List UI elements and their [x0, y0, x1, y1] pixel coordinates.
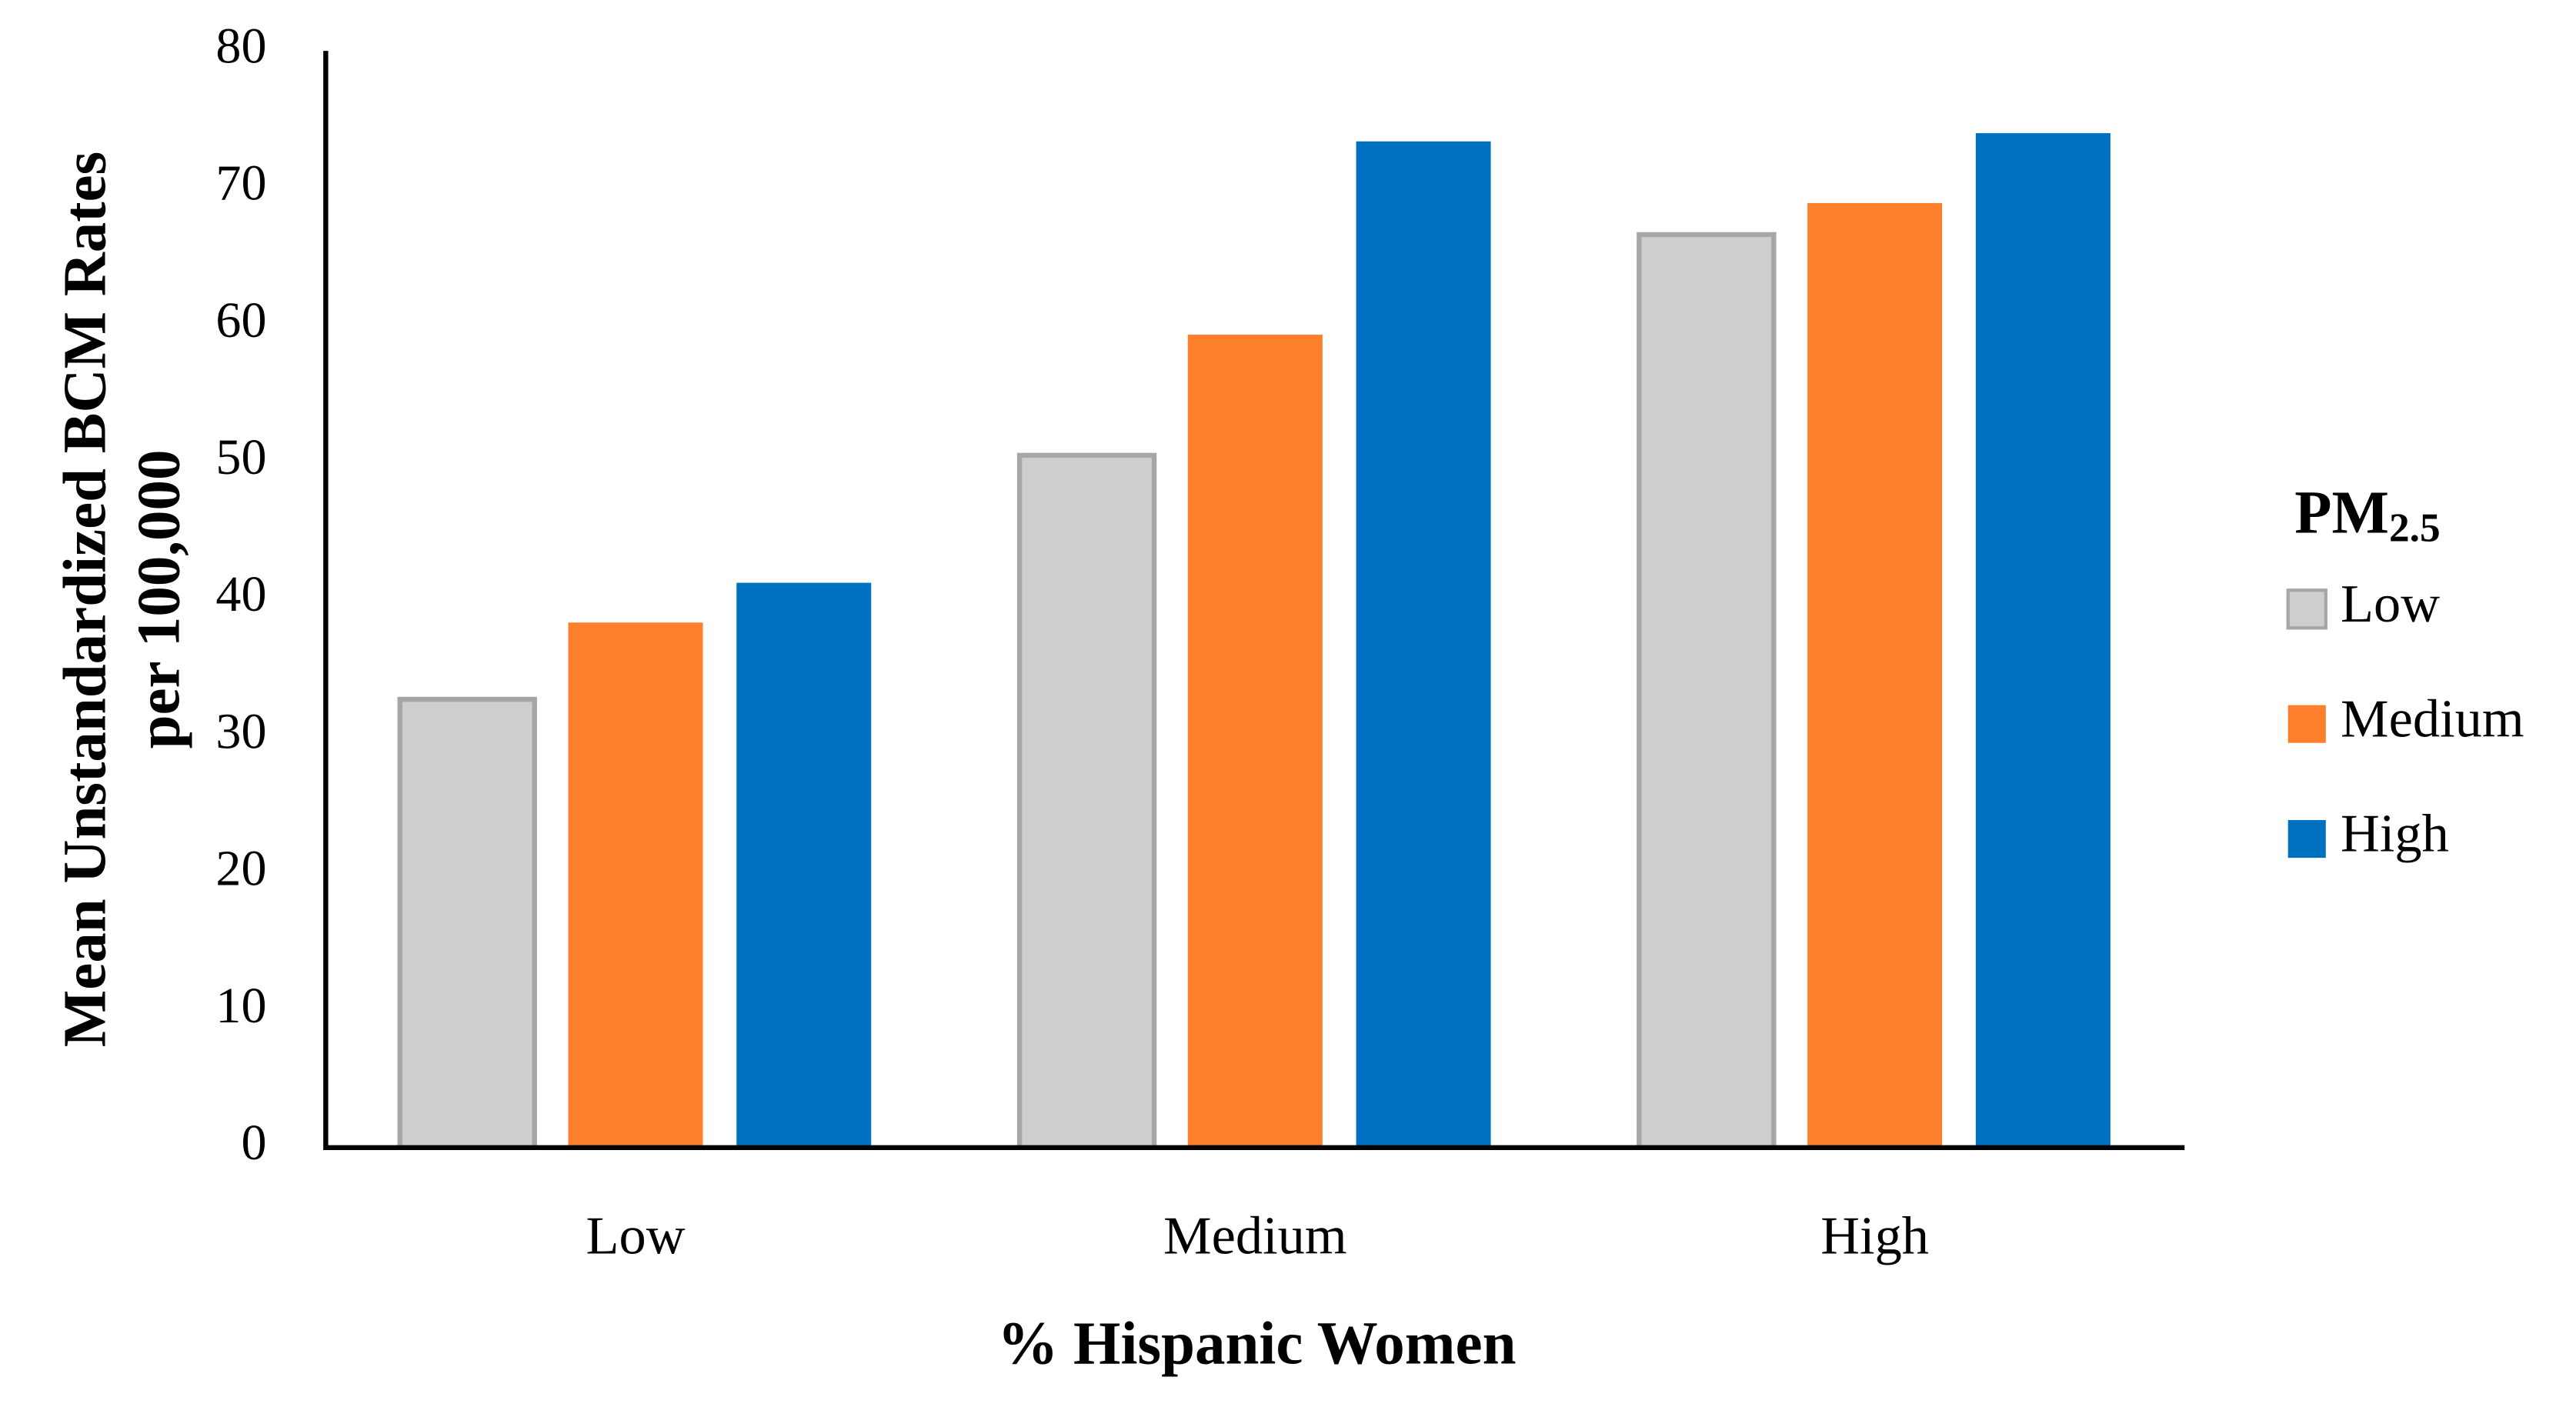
y-tick-label: 60	[215, 292, 266, 348]
x-tick-label: Low	[586, 1206, 685, 1266]
legend-label: Medium	[2341, 688, 2524, 749]
legend-swatch	[2287, 820, 2326, 859]
y-axis-title: Mean Unstandardized BCM Rates	[52, 152, 118, 1048]
legend-title: PM2.5	[2294, 480, 2440, 551]
y-tick-label: 40	[215, 566, 266, 622]
bar	[397, 696, 537, 1150]
bar	[1187, 335, 1323, 1148]
bar	[1356, 141, 1491, 1148]
legend-label: High	[2341, 804, 2449, 864]
bar	[1637, 232, 1777, 1150]
y-tick-label: 70	[215, 155, 266, 212]
y-tick-label: 80	[215, 18, 266, 74]
x-axis-title: % Hispanic Women	[997, 1310, 1516, 1377]
bar	[1016, 452, 1157, 1150]
y-tick-label: 0	[241, 1115, 266, 1171]
legend-swatch	[2286, 588, 2327, 630]
legend-swatch	[2287, 705, 2326, 743]
x-tick-label: High	[1820, 1206, 1929, 1266]
bar	[736, 582, 872, 1148]
x-tick-label: Medium	[1163, 1206, 1347, 1266]
y-tick-label: 30	[215, 703, 266, 759]
legend-label: Low	[2341, 574, 2440, 634]
y-tick-label: 10	[215, 978, 266, 1034]
y-tick-label: 20	[215, 841, 266, 897]
bar	[1975, 133, 2111, 1148]
y-axis-title: per 100,000	[125, 450, 192, 749]
bar	[1807, 202, 1943, 1148]
legend-title-main: PM	[2294, 480, 2389, 547]
bar	[568, 622, 703, 1148]
legend-title-subscript: 2.5	[2389, 505, 2441, 551]
y-tick-label: 50	[215, 429, 266, 485]
